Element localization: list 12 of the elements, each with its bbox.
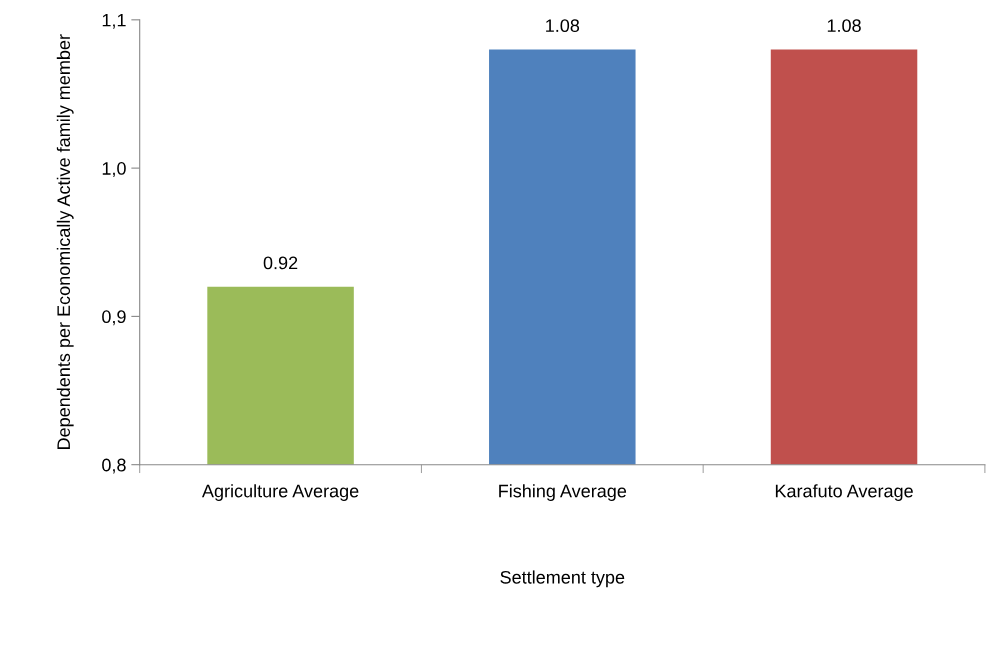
x-tick-label: Agriculture Average xyxy=(201,484,359,501)
x-tick-label: Karafuto Average xyxy=(775,484,913,501)
x-tick-label: Fishing Average xyxy=(499,484,627,501)
data-label: 0.92 xyxy=(263,256,298,270)
y-tick-label: 0,9 xyxy=(102,310,126,326)
y-axis-title: Dependents per Economically Active family member xyxy=(56,34,74,449)
data-label: 1.08 xyxy=(827,19,861,33)
y-tick-label: 1,0 xyxy=(102,162,126,177)
y-tick-label: 0,8 xyxy=(102,458,126,474)
x-axis-title: Settlement type xyxy=(500,570,625,588)
y-tick-label: 1,1 xyxy=(102,13,126,29)
data-label: 1.08 xyxy=(546,19,580,33)
